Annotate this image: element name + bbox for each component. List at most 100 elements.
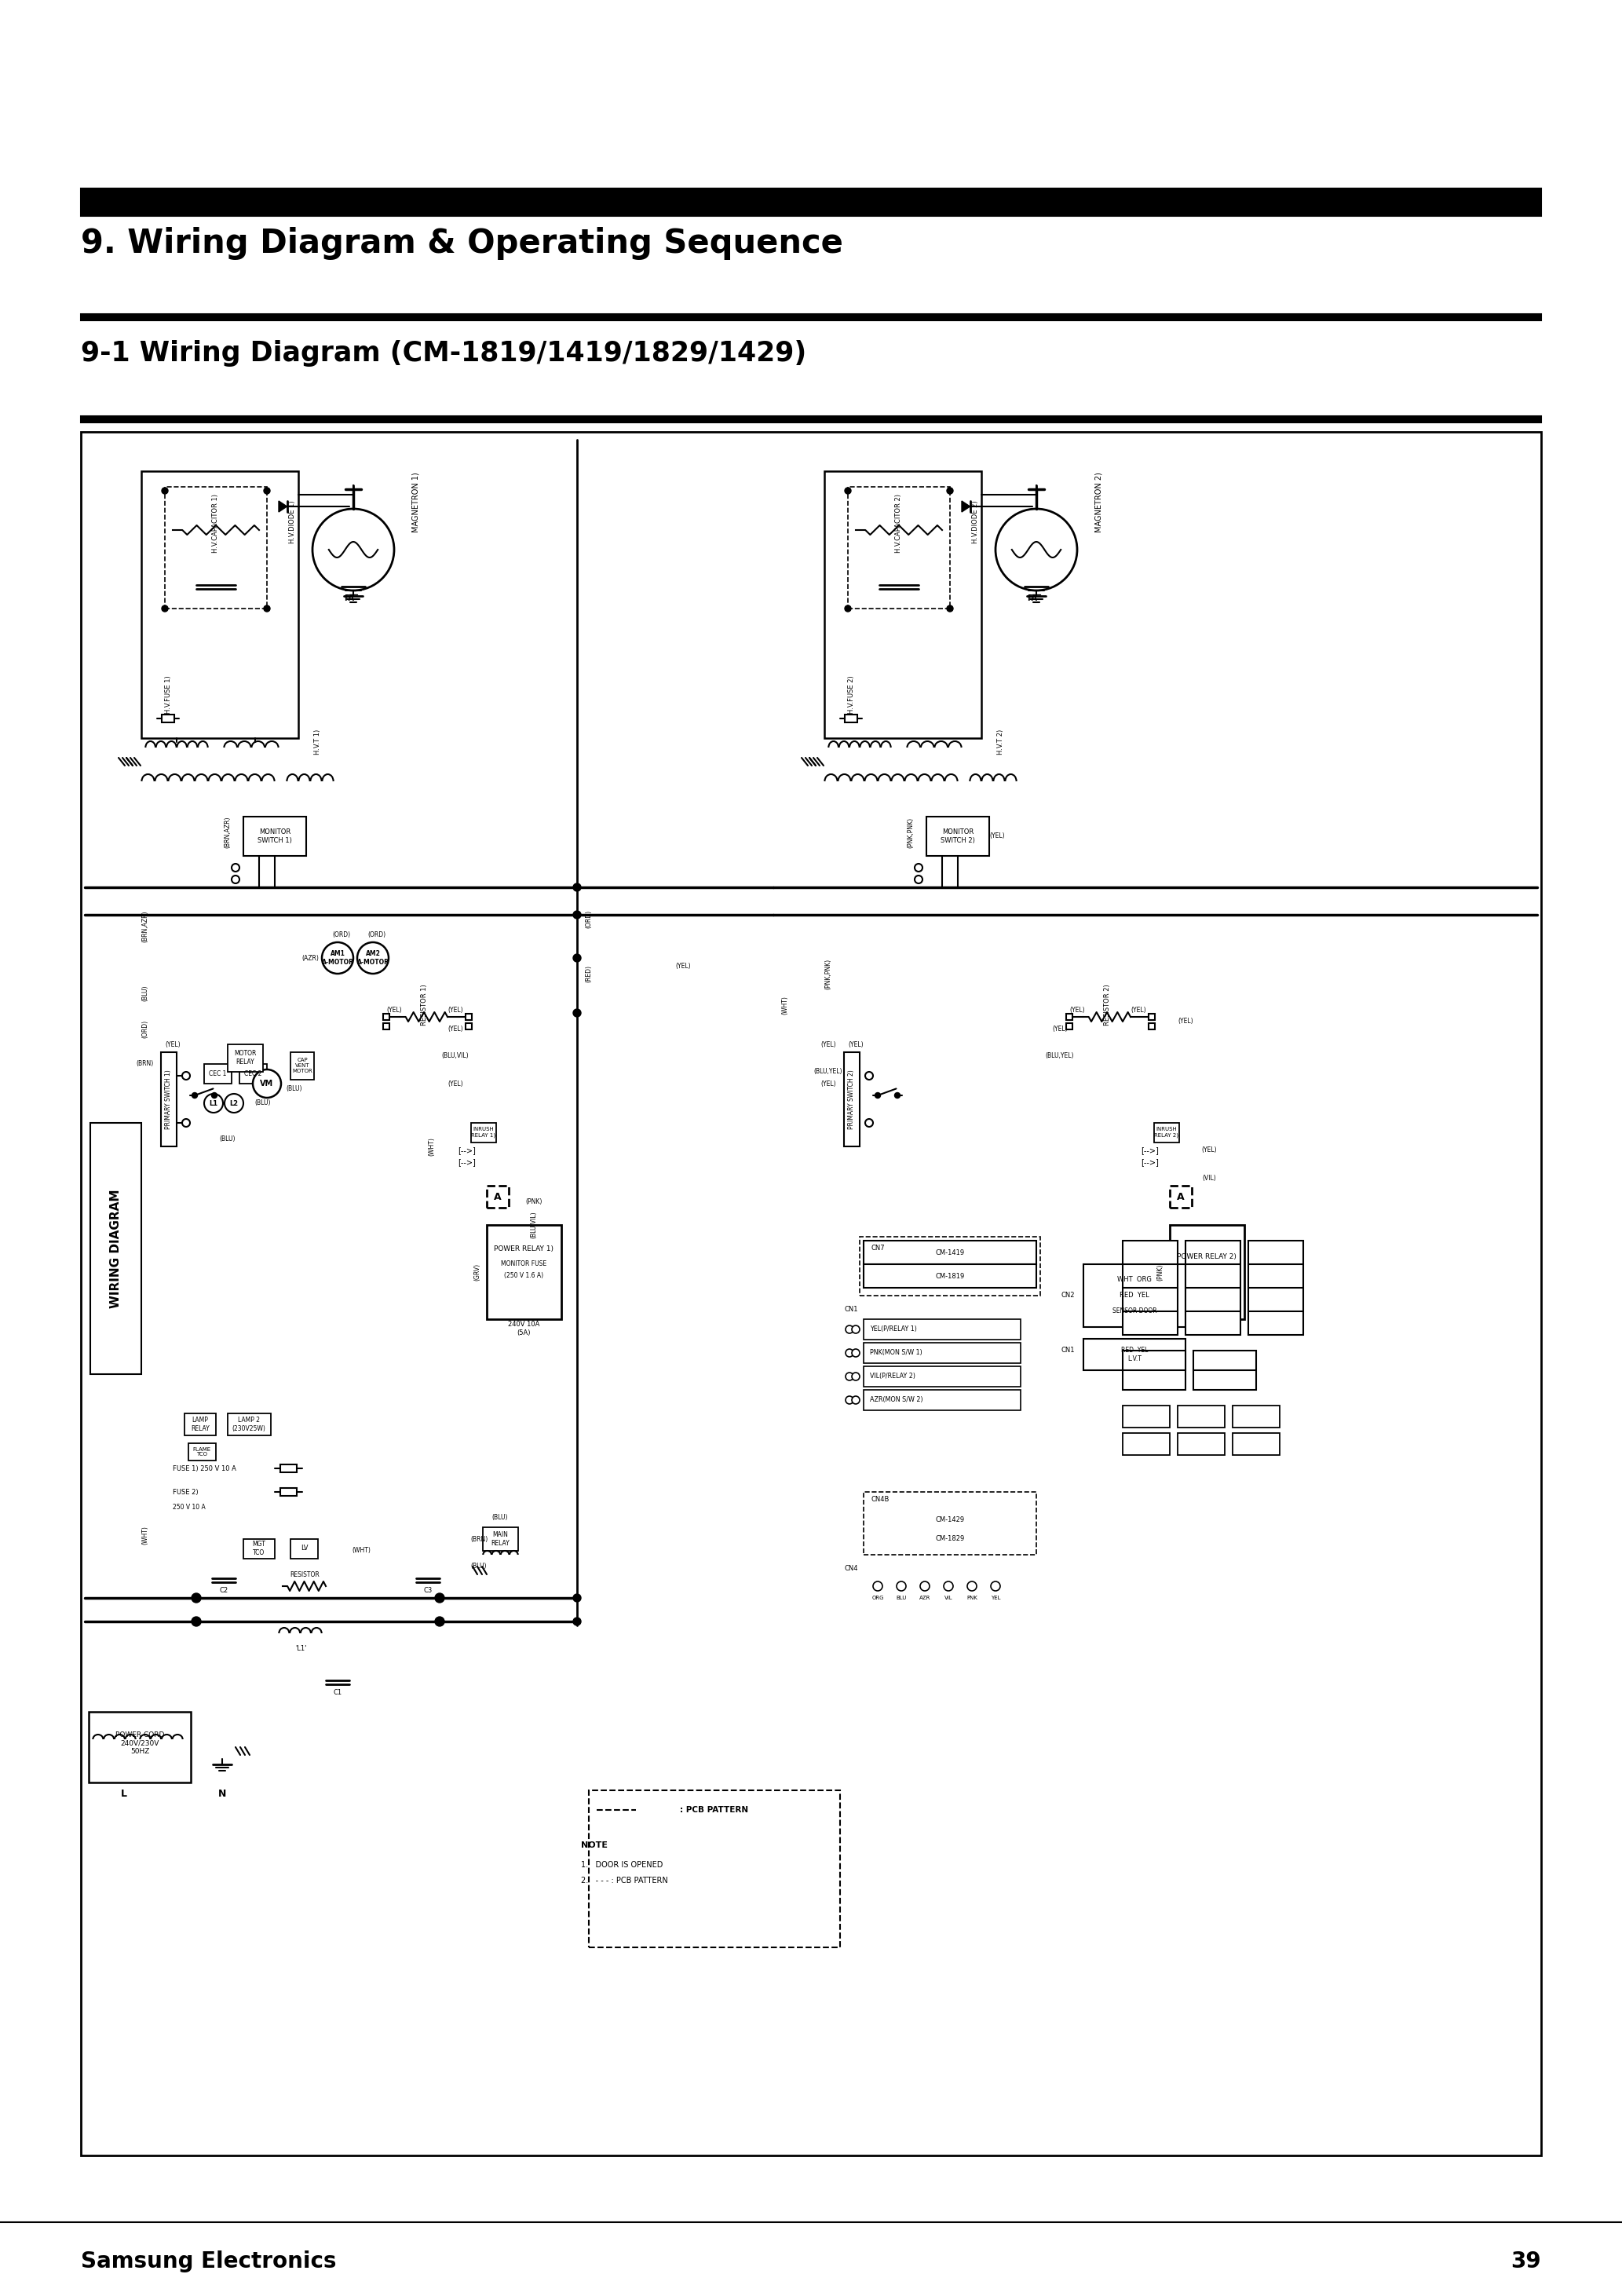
Text: (ORD): (ORD) xyxy=(141,1019,149,1038)
Text: 'L1': 'L1' xyxy=(295,1646,307,1653)
Circle shape xyxy=(264,606,271,611)
Bar xyxy=(1066,1015,1072,1019)
Circle shape xyxy=(865,1118,873,1127)
Text: INRUSH
RELAY 1): INRUSH RELAY 1) xyxy=(472,1127,496,1137)
Bar xyxy=(848,487,950,608)
Text: RESISTOR 2): RESISTOR 2) xyxy=(1103,985,1111,1026)
Text: H.V.FUSE 1): H.V.FUSE 1) xyxy=(165,675,172,714)
Bar xyxy=(204,1063,232,1084)
Text: CN4: CN4 xyxy=(843,1566,858,1573)
Text: [-->]: [-->] xyxy=(457,1146,477,1155)
Circle shape xyxy=(162,487,169,494)
Circle shape xyxy=(204,1093,222,1114)
Text: WHT  ORG: WHT ORG xyxy=(1118,1277,1152,1283)
Circle shape xyxy=(573,1593,581,1603)
Circle shape xyxy=(845,1396,853,1403)
Bar xyxy=(89,1713,191,1782)
Text: H.V.FUSE 2): H.V.FUSE 2) xyxy=(848,675,855,714)
Text: RED  YEL
L.V.T: RED YEL L.V.T xyxy=(1121,1348,1148,1362)
Bar xyxy=(860,1238,1040,1295)
Bar xyxy=(185,1414,216,1435)
Circle shape xyxy=(232,863,240,872)
Text: FUSE 2): FUSE 2) xyxy=(172,1488,198,1495)
Text: VM: VM xyxy=(260,1079,274,1088)
Bar xyxy=(1122,1433,1169,1456)
Text: (YEL): (YEL) xyxy=(989,833,1004,840)
Text: CM-1429: CM-1429 xyxy=(936,1515,965,1522)
Text: (YEL): (YEL) xyxy=(675,962,691,969)
Bar xyxy=(1233,1405,1280,1428)
Text: H.V.CAPACITOR 2): H.V.CAPACITOR 2) xyxy=(895,494,902,553)
Bar xyxy=(483,1527,517,1550)
Text: H.V.T 1): H.V.T 1) xyxy=(315,730,321,755)
Circle shape xyxy=(573,1619,581,1626)
Bar xyxy=(1186,1240,1241,1334)
Text: Samsung Electronics: Samsung Electronics xyxy=(81,2250,336,2273)
Bar xyxy=(81,315,1541,321)
Bar xyxy=(383,1024,389,1029)
Text: MAIN
RELAY: MAIN RELAY xyxy=(491,1531,509,1548)
Bar xyxy=(1122,1405,1169,1428)
Text: (YEL): (YEL) xyxy=(386,1008,402,1015)
Text: AM2
A-MOTOR: AM2 A-MOTOR xyxy=(357,951,389,967)
Text: CM-1829: CM-1829 xyxy=(936,1536,965,1543)
Circle shape xyxy=(191,1593,201,1603)
Circle shape xyxy=(852,1350,860,1357)
Text: (YEL): (YEL) xyxy=(821,1040,835,1047)
Bar xyxy=(863,1343,1020,1364)
Text: (YEL): (YEL) xyxy=(821,1079,835,1086)
Bar xyxy=(81,188,1541,216)
Bar xyxy=(240,1063,268,1084)
Circle shape xyxy=(852,1396,860,1403)
Polygon shape xyxy=(962,501,970,512)
Text: 250 V 10 A: 250 V 10 A xyxy=(172,1504,206,1511)
Text: (YEL): (YEL) xyxy=(848,1040,863,1047)
Text: (WHT): (WHT) xyxy=(782,996,788,1015)
Text: VIL: VIL xyxy=(944,1596,952,1600)
Bar xyxy=(243,817,307,856)
Circle shape xyxy=(944,1582,954,1591)
Bar xyxy=(91,1123,141,1373)
Bar xyxy=(162,714,175,723)
Text: PNK: PNK xyxy=(967,1596,978,1600)
Polygon shape xyxy=(279,501,287,512)
Circle shape xyxy=(915,863,923,872)
Bar xyxy=(863,1320,1020,1339)
Bar xyxy=(1083,1339,1186,1371)
Circle shape xyxy=(573,884,581,891)
Text: (BLU,YEL): (BLU,YEL) xyxy=(814,1068,842,1075)
Text: POWER RELAY 2): POWER RELAY 2) xyxy=(1178,1254,1236,1261)
Text: (250 V 1.6 A): (250 V 1.6 A) xyxy=(504,1272,543,1279)
Bar xyxy=(824,471,981,737)
Circle shape xyxy=(313,510,394,590)
Text: YEL: YEL xyxy=(991,1596,1001,1600)
Circle shape xyxy=(232,875,240,884)
Text: (WHT): (WHT) xyxy=(141,1527,149,1545)
Circle shape xyxy=(895,1093,900,1097)
Bar xyxy=(1083,1265,1186,1327)
Text: LAMP
RELAY: LAMP RELAY xyxy=(191,1417,209,1433)
Bar xyxy=(1122,1350,1186,1389)
Text: (ORD): (ORD) xyxy=(368,930,386,939)
Text: (BLU): (BLU) xyxy=(287,1086,302,1093)
Bar xyxy=(466,1024,472,1029)
Circle shape xyxy=(874,1093,881,1097)
Circle shape xyxy=(845,1373,853,1380)
Text: (WHT): (WHT) xyxy=(352,1548,370,1554)
Text: L: L xyxy=(122,1789,127,1800)
Circle shape xyxy=(845,606,852,611)
Bar xyxy=(863,1265,1036,1288)
Text: (BLU): (BLU) xyxy=(219,1134,235,1141)
Bar xyxy=(843,1052,860,1146)
Text: (YEL): (YEL) xyxy=(1131,1008,1147,1015)
Text: CM-1819: CM-1819 xyxy=(936,1272,965,1279)
Circle shape xyxy=(162,606,169,611)
Text: CN2: CN2 xyxy=(1061,1293,1075,1300)
Bar xyxy=(1178,1405,1225,1428)
Text: (PNK): (PNK) xyxy=(1156,1263,1165,1281)
Text: MAGNETRON 1): MAGNETRON 1) xyxy=(412,473,420,533)
Circle shape xyxy=(967,1582,976,1591)
Bar xyxy=(1169,1185,1192,1208)
Text: (PNK,PNK): (PNK,PNK) xyxy=(907,817,915,847)
Text: FLAME
TCO: FLAME TCO xyxy=(193,1446,211,1458)
